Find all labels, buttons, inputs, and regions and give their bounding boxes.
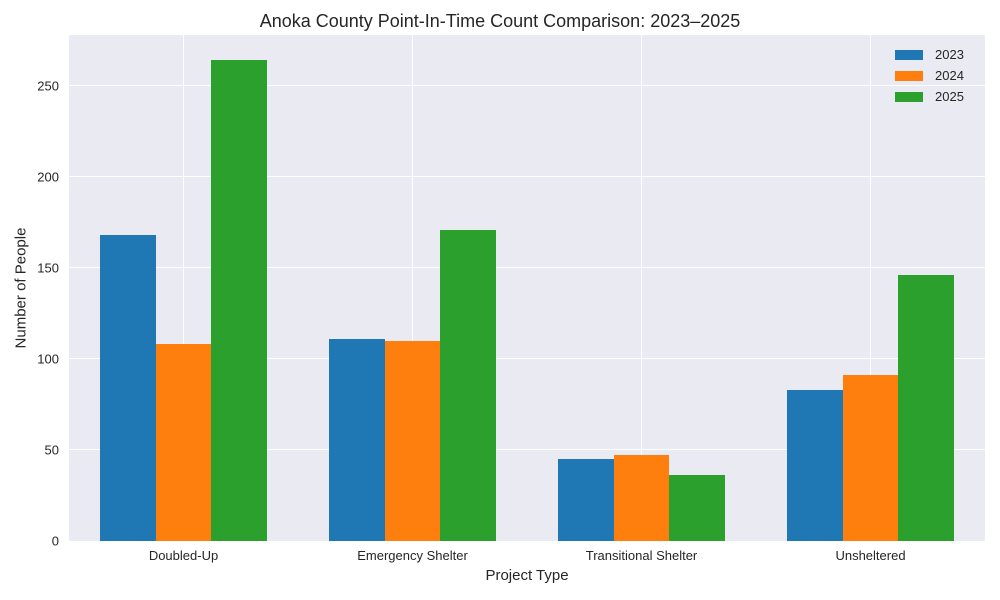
chart-title: Anoka County Point-In-Time Count Compari… (259, 11, 741, 31)
legend: 2023 2024 2025 (895, 44, 964, 107)
h-gridline (69, 85, 985, 87)
bar-2024-unsheltered (842, 375, 899, 541)
bar-2025-doubled-up (211, 60, 267, 541)
x-axis-label: Project Type (485, 567, 569, 584)
h-gridline (69, 449, 985, 451)
bar-2025-unsheltered (898, 275, 954, 541)
y-tick-label: 100 (37, 351, 59, 367)
h-gridline (69, 358, 985, 360)
legend-item: 2024 (895, 65, 964, 86)
legend-item: 2025 (895, 86, 964, 107)
bar-2023-transitional-shelter (558, 459, 614, 541)
y-tick-label: 0 (51, 533, 59, 549)
bar-2024-doubled-up (155, 344, 212, 541)
legend-label: 2023 (935, 47, 964, 62)
plot-area (69, 35, 985, 541)
legend-label: 2025 (935, 89, 964, 104)
v-gridline (411, 35, 413, 541)
x-tick-label: Emergency Shelter (357, 548, 468, 563)
v-gridline (869, 35, 871, 541)
bar-2024-emergency-shelter (384, 340, 441, 541)
bar-2023-emergency-shelter (329, 338, 385, 541)
bar-2025-transitional-shelter (669, 475, 725, 541)
y-tick-label: 150 (37, 260, 59, 276)
x-tick-label: Doubled-Up (148, 548, 219, 563)
legend-swatch-icon (895, 91, 923, 102)
legend-label: 2024 (935, 68, 964, 83)
v-gridline (640, 35, 642, 541)
v-gridline (182, 35, 184, 541)
y-tick-label: 50 (44, 442, 59, 458)
y-axis-label: Number of People (12, 227, 30, 349)
bar-2023-doubled-up (100, 235, 156, 541)
y-tick-label: 200 (37, 169, 59, 185)
h-gridline (69, 176, 985, 178)
legend-swatch-icon (895, 49, 923, 60)
h-gridline (69, 267, 985, 269)
y-tick-label: 250 (37, 78, 59, 94)
legend-swatch-icon (895, 70, 923, 81)
x-tick-label: Transitional Shelter (585, 548, 698, 563)
x-tick-label: Unsheltered (835, 548, 906, 563)
legend-item: 2023 (895, 44, 964, 65)
bar-2024-transitional-shelter (613, 455, 670, 541)
bar-2025-emergency-shelter (440, 229, 496, 541)
bar-2023-unsheltered (787, 389, 843, 541)
